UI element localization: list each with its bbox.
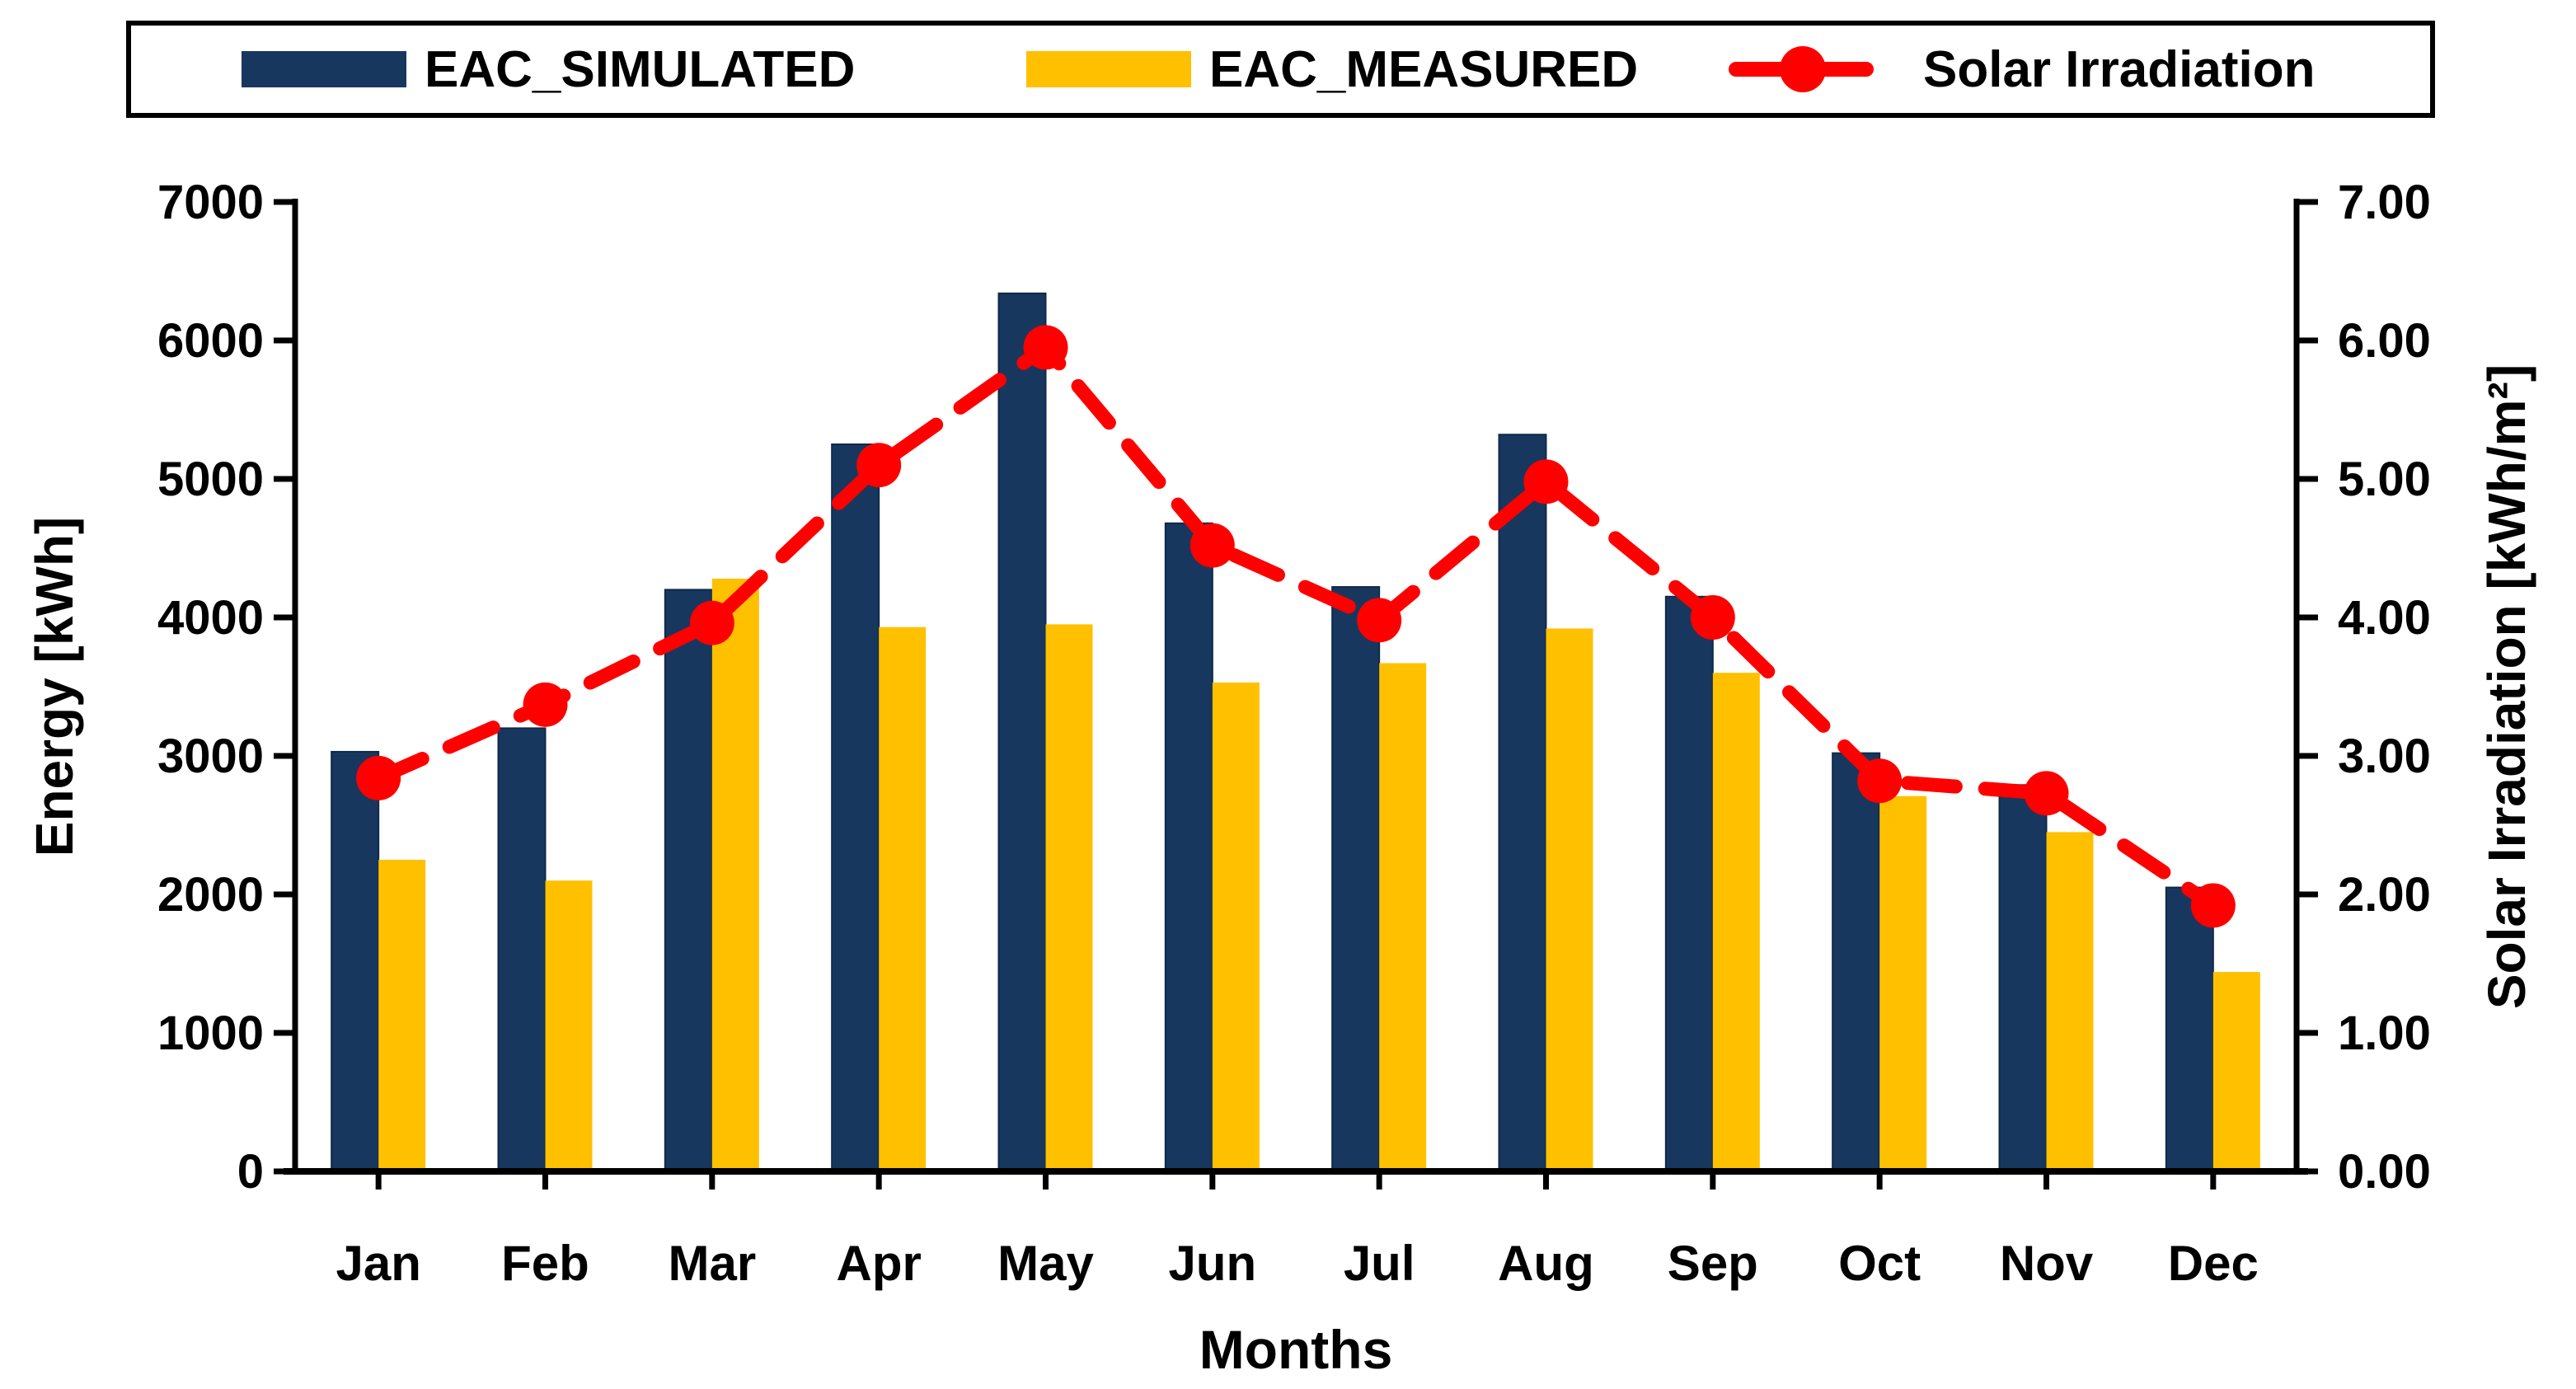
bar-eac-measured-may bbox=[1045, 624, 1093, 1171]
left-axis-tick-label: 3000 bbox=[157, 730, 264, 783]
bar-eac-measured-jul bbox=[1379, 663, 1427, 1171]
bar-eac-simulated-mar bbox=[664, 589, 713, 1172]
right-axis-tick-label: 1.00 bbox=[2338, 1007, 2431, 1060]
x-axis-title: Months bbox=[1199, 1319, 1393, 1380]
right-axis-tick-label: 7.00 bbox=[2338, 176, 2431, 229]
solar-irradiation-marker-jun bbox=[1189, 523, 1235, 568]
solar-irradiation-marker-may bbox=[1023, 325, 1068, 370]
eac-measured-swatch-icon bbox=[1026, 51, 1191, 87]
x-axis-tick-label-mar: Mar bbox=[668, 1236, 756, 1291]
bar-eac-measured-oct bbox=[1879, 795, 1927, 1171]
x-axis-tick-label-feb: Feb bbox=[501, 1236, 589, 1291]
right-axis-title: Solar Irradiation [kWh/m²] bbox=[2477, 364, 2536, 1009]
bar-eac-simulated-jun bbox=[1164, 522, 1213, 1172]
bar-eac-measured-jun bbox=[1212, 682, 1260, 1171]
legend-label-eac-simulated: EAC_SIMULATED bbox=[425, 40, 856, 98]
legend-item-solar-irradiation: Solar Irradiation bbox=[1729, 26, 2315, 113]
x-axis-tick-label-nov: Nov bbox=[2000, 1236, 2094, 1291]
bar-eac-simulated-feb bbox=[497, 727, 547, 1172]
x-axis-tick-label-jul: Jul bbox=[1344, 1236, 1415, 1291]
legend: EAC_SIMULATED EAC_MEASURED Solar Irradia… bbox=[126, 21, 2435, 118]
bar-eac-measured-nov bbox=[2046, 832, 2094, 1171]
legend-label-solar-irradiation: Solar Irradiation bbox=[1923, 40, 2316, 98]
bar-eac-simulated-oct bbox=[1832, 752, 1881, 1172]
bar-eac-measured-aug bbox=[1546, 628, 1593, 1171]
bar-eac-simulated-may bbox=[997, 292, 1047, 1172]
solar-irradiation-marker-apr bbox=[856, 443, 902, 488]
solar-irradiation-line bbox=[371, 340, 2221, 913]
legend-label-eac-measured: EAC_MEASURED bbox=[1209, 40, 1639, 98]
bar-eac-simulated-jan bbox=[331, 750, 380, 1173]
left-axis-tick-label: 2000 bbox=[157, 868, 264, 922]
bar-eac-simulated-nov bbox=[1998, 784, 2048, 1173]
bar-eac-simulated-apr bbox=[831, 443, 880, 1172]
red-dash-icon bbox=[1814, 62, 1874, 77]
bar-eac-measured-mar bbox=[711, 578, 759, 1171]
x-axis-tick-label-oct: Oct bbox=[1838, 1236, 1921, 1291]
red-dash-icon bbox=[1729, 62, 1788, 77]
solar-irradiation-marker-jul bbox=[1357, 598, 1402, 643]
eac-simulated-swatch-icon bbox=[242, 51, 406, 87]
bar-eac-simulated-aug bbox=[1498, 434, 1547, 1172]
x-axis-tick-label-sep: Sep bbox=[1668, 1236, 1758, 1291]
left-axis-tick-label: 1000 bbox=[157, 1007, 264, 1060]
bar-eac-measured-sep bbox=[1712, 673, 1760, 1171]
right-axis-tick-label: 2.00 bbox=[2338, 868, 2431, 922]
bar-eac-measured-apr bbox=[879, 626, 927, 1171]
bar-eac-measured-jan bbox=[378, 860, 426, 1171]
x-axis-tick-label-may: May bbox=[997, 1236, 1094, 1291]
x-axis-tick-label-jun: Jun bbox=[1168, 1236, 1256, 1291]
x-axis-tick-label-jan: Jan bbox=[335, 1236, 420, 1291]
solar-irradiation-marker-nov bbox=[2024, 771, 2069, 816]
left-axis-title: Energy [kWh] bbox=[25, 517, 84, 856]
left-axis-tick-label: 4000 bbox=[157, 591, 264, 645]
left-axis-tick-label: 5000 bbox=[157, 453, 264, 506]
bar-eac-measured-feb bbox=[545, 880, 593, 1171]
left-axis-tick-label: 0 bbox=[237, 1145, 264, 1199]
x-axis-tick-label-aug: Aug bbox=[1498, 1236, 1594, 1291]
bar-eac-measured-dec bbox=[2212, 972, 2260, 1171]
red-dot-icon bbox=[1780, 46, 1826, 92]
left-axis-tick-label: 7000 bbox=[157, 176, 264, 229]
legend-item-eac-measured: EAC_MEASURED bbox=[1026, 26, 1638, 113]
solar-irradiation-marker-mar bbox=[689, 600, 734, 645]
bar-eac-simulated-sep bbox=[1664, 595, 1714, 1172]
solar-irradiation-line-marker-icon bbox=[1729, 46, 1905, 92]
right-axis-tick-label: 6.00 bbox=[2338, 314, 2431, 368]
solar-irradiation-marker-dec bbox=[2190, 883, 2236, 928]
right-axis-tick-label: 0.00 bbox=[2338, 1145, 2431, 1199]
right-axis-tick-label: 4.00 bbox=[2338, 591, 2431, 645]
solar-irradiation-marker-sep bbox=[1690, 595, 1735, 640]
bar-eac-simulated-jul bbox=[1331, 586, 1381, 1172]
x-axis-tick-label-dec: Dec bbox=[2168, 1236, 2259, 1291]
legend-item-eac-simulated: EAC_SIMULATED bbox=[242, 26, 855, 113]
right-axis-tick-label: 5.00 bbox=[2338, 453, 2431, 506]
right-axis-tick-label: 3.00 bbox=[2338, 730, 2431, 783]
solar-irradiation-marker-aug bbox=[1523, 459, 1569, 504]
left-axis-tick-label: 6000 bbox=[157, 314, 264, 368]
x-axis-tick-label-apr: Apr bbox=[836, 1236, 921, 1291]
solar-irradiation-marker-oct bbox=[1857, 758, 1903, 804]
solar-irradiation-marker-feb bbox=[523, 682, 568, 727]
solar-irradiation-marker-jan bbox=[356, 755, 401, 800]
bar-eac-simulated-dec bbox=[2165, 886, 2214, 1172]
